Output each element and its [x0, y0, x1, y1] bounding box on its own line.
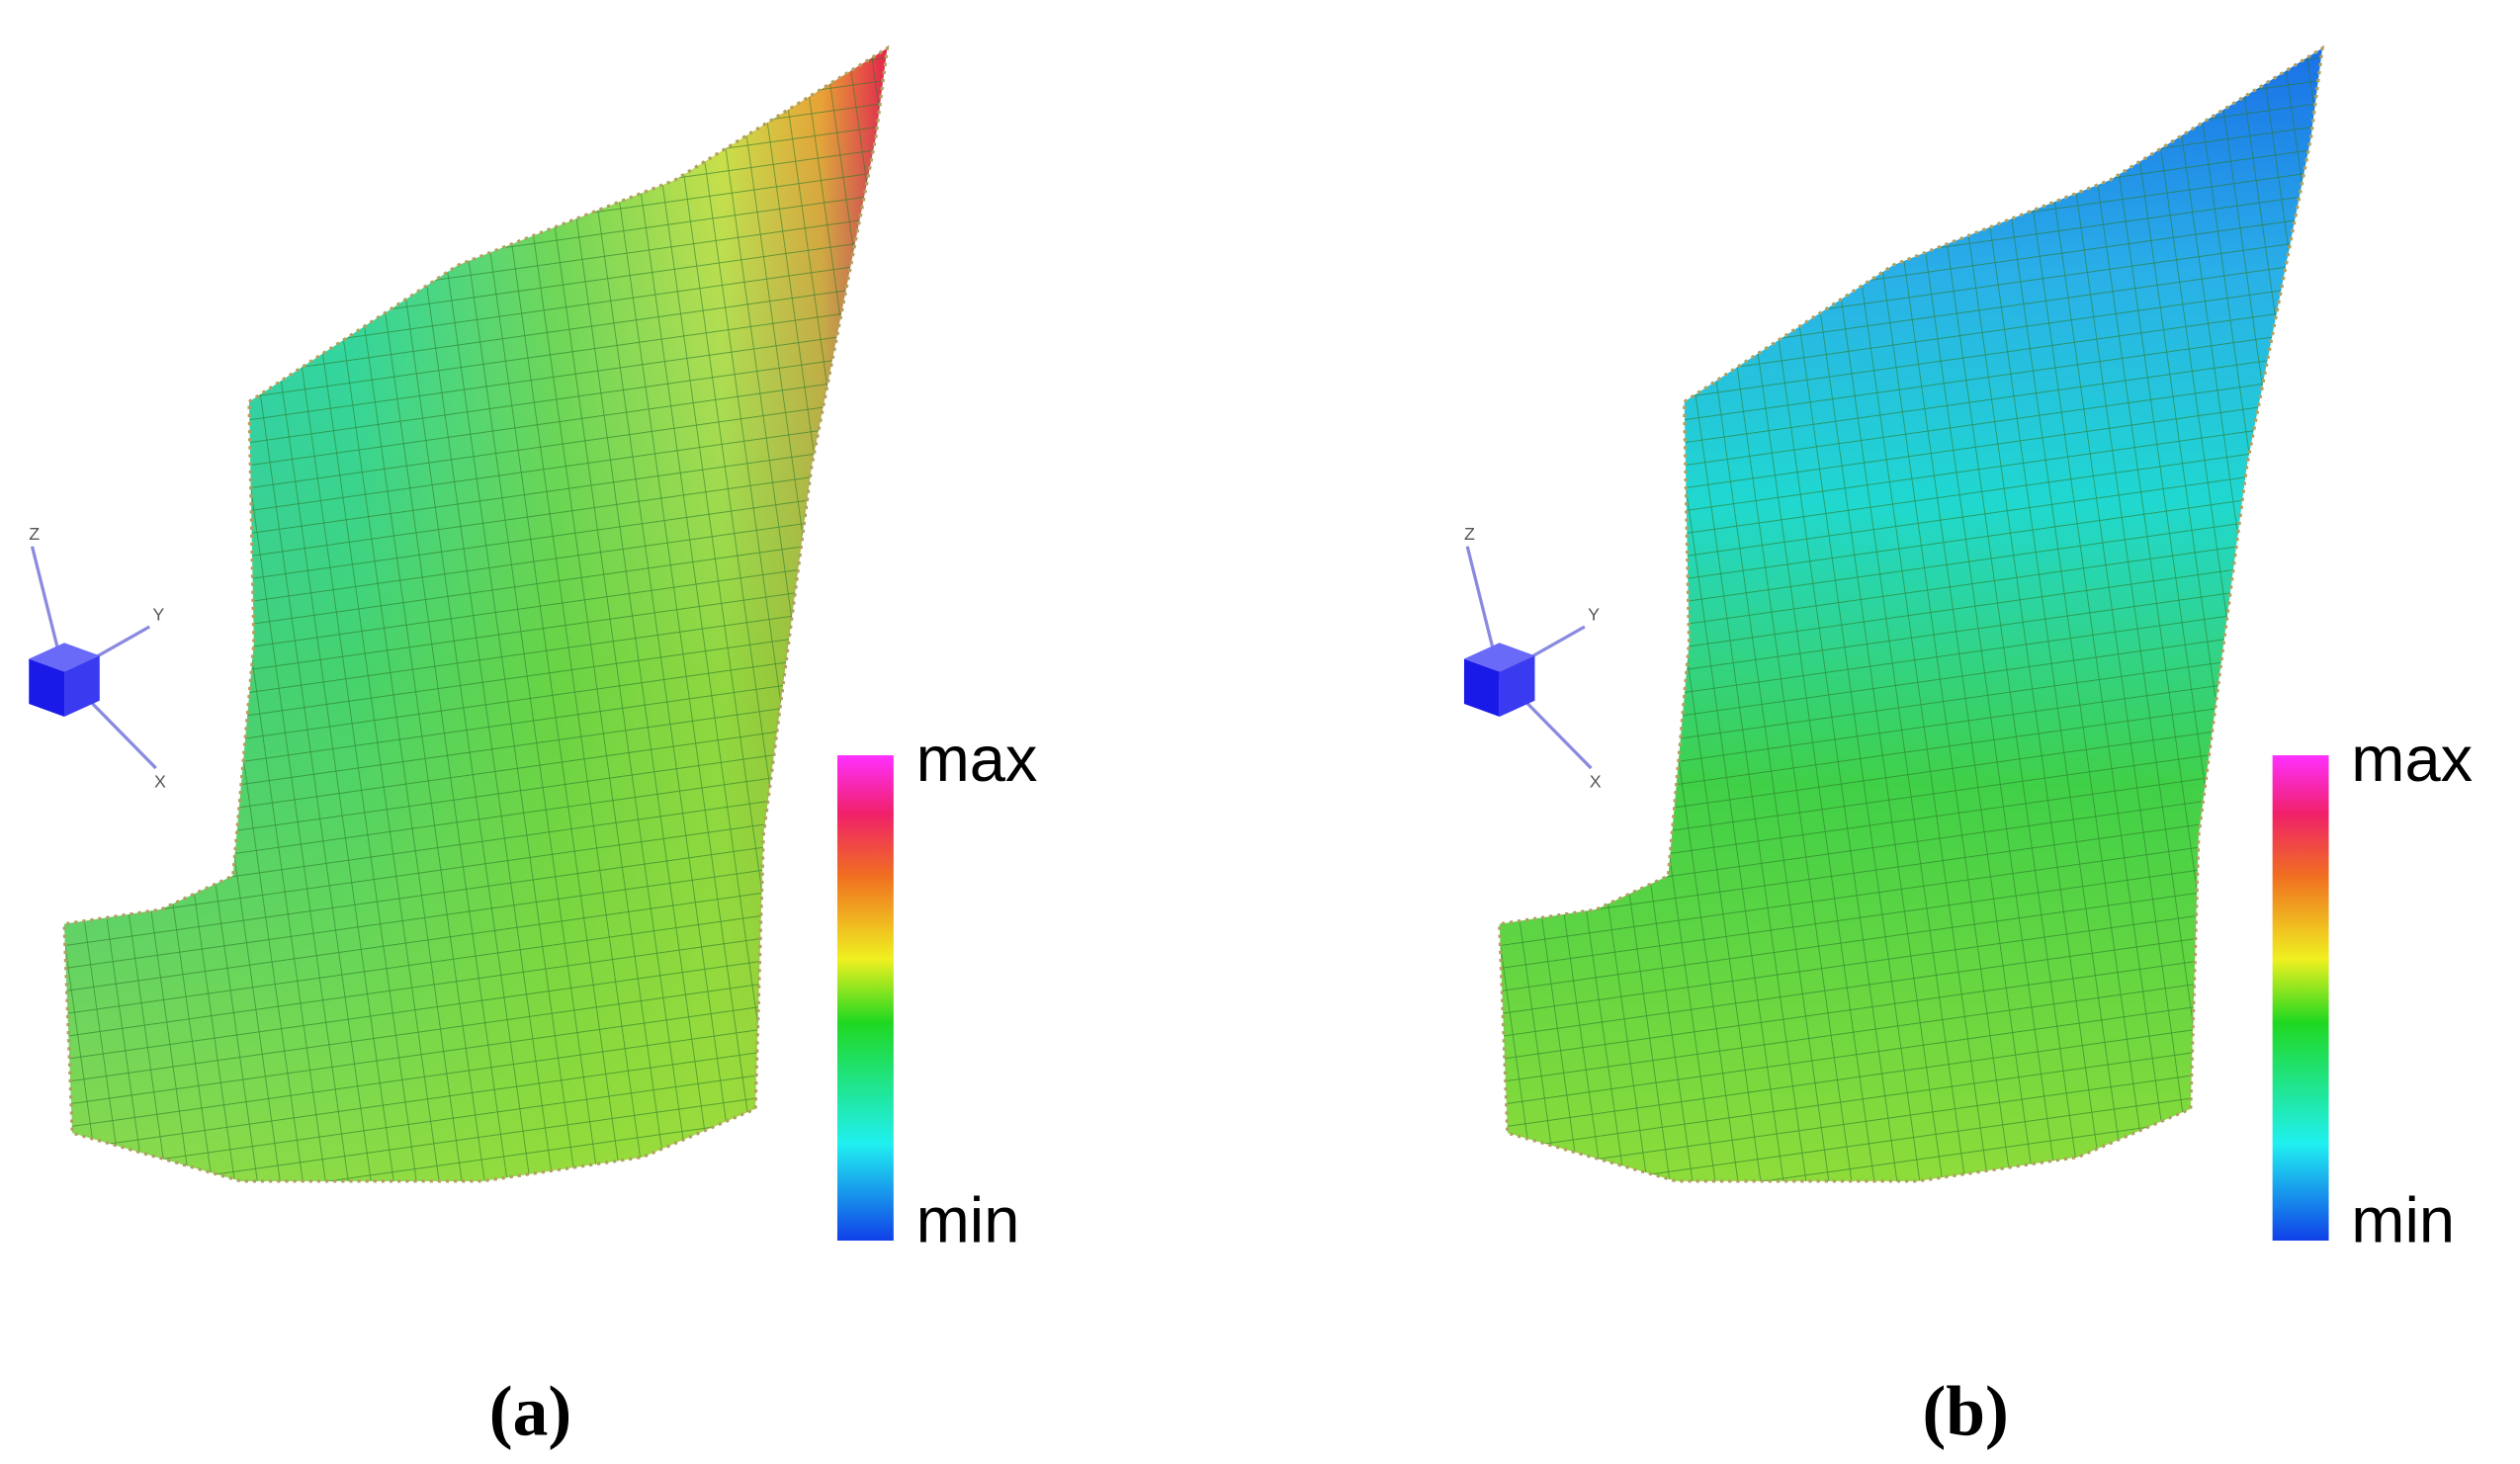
triad-cube-side — [1499, 655, 1535, 718]
axis-label-y: Y — [152, 605, 164, 625]
mesh-grid — [1499, 47, 2323, 1181]
colorbar — [2272, 755, 2329, 1242]
panel: Z Y X max min (b) — [1463, 44, 2473, 1451]
triad-cube-front — [1463, 658, 1500, 718]
panel: Z Y X max min (a) — [29, 44, 1038, 1451]
triad-cube-top — [29, 643, 100, 672]
caption: (a) — [489, 1373, 571, 1451]
mesh-grid — [64, 47, 888, 1181]
axis-label-z: Z — [1464, 524, 1475, 544]
axis-label-x: X — [154, 772, 166, 792]
mesh-outline — [62, 44, 890, 1183]
mesh-outline — [1498, 44, 2325, 1183]
caption: (b) — [1922, 1373, 2008, 1451]
colorbar — [836, 755, 894, 1242]
axis-label-x: X — [1590, 772, 1602, 792]
colorbar-max: max — [916, 723, 1038, 795]
colorbar-min: min — [916, 1184, 1020, 1256]
axis-label-y: Y — [1588, 605, 1600, 625]
triad-cube-top — [1463, 643, 1535, 672]
colorbar-min: min — [2351, 1184, 2455, 1256]
colorbar-max: max — [2351, 723, 2473, 795]
triad-cube-front — [29, 658, 65, 718]
triad-cube-side — [64, 655, 100, 718]
axis-label-z: Z — [29, 524, 40, 544]
